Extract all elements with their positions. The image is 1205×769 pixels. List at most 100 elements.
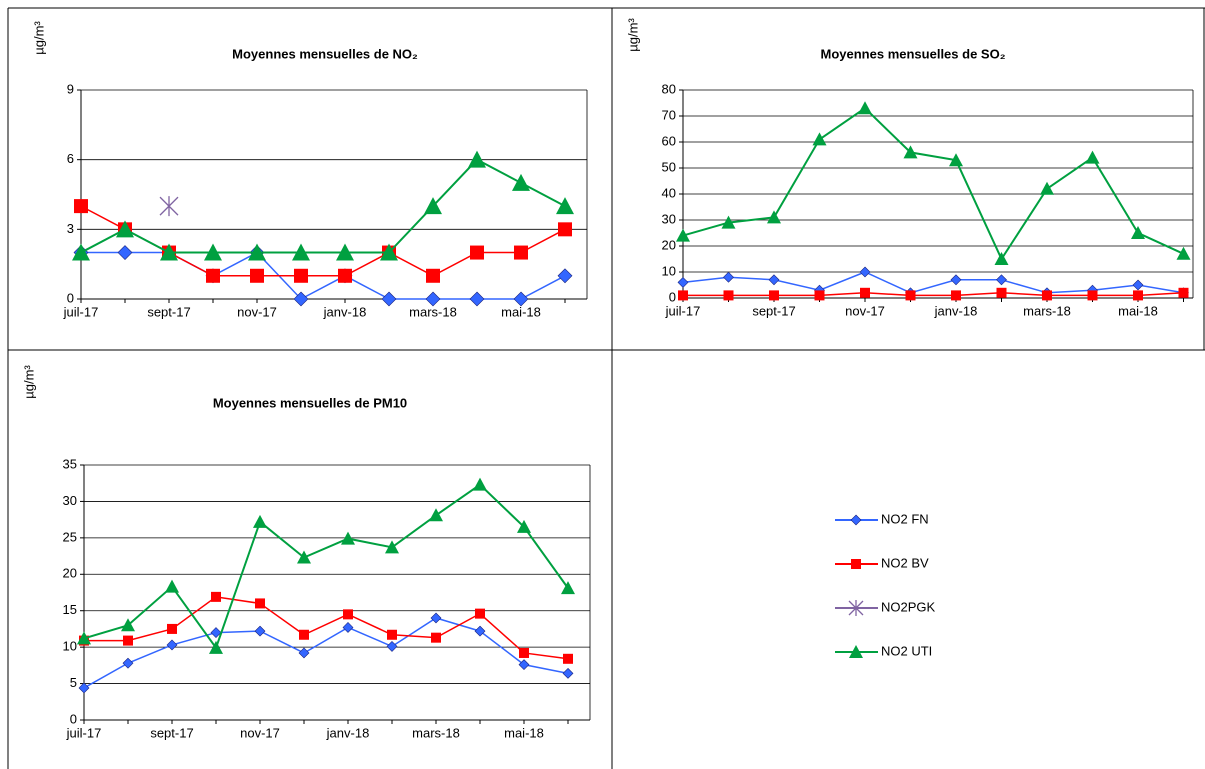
data-point (74, 199, 88, 214)
x-tick-label: janv-18 (326, 725, 370, 740)
data-point (341, 531, 355, 545)
data-point (343, 609, 353, 620)
data-point (430, 612, 442, 624)
data-point (206, 268, 220, 283)
data-point (812, 132, 827, 146)
legend-label: NO2 FN (881, 511, 929, 526)
y-tick-label: 70 (662, 107, 676, 122)
x-tick-label: mars-18 (409, 304, 457, 319)
data-point (994, 252, 1009, 265)
series-line (83, 617, 569, 689)
series-line (682, 106, 1184, 262)
data-point (513, 291, 529, 307)
y-tick-label: 20 (662, 237, 676, 252)
x-tick-label: nov-17 (845, 303, 885, 318)
data-point (250, 268, 264, 283)
data-point (424, 197, 442, 215)
data-point (78, 682, 90, 694)
data-point (297, 550, 311, 564)
x-tick-label: juil-17 (665, 303, 701, 318)
data-point (425, 291, 441, 307)
data-point (160, 243, 178, 261)
data-point (248, 243, 266, 261)
data-point (814, 290, 825, 301)
legend-label: NO2 BV (881, 555, 929, 570)
data-point (514, 245, 528, 260)
y-tick-label: 25 (63, 529, 77, 544)
data-point (122, 657, 134, 669)
data-point (253, 514, 267, 528)
data-point (768, 274, 780, 286)
y-axis-label: µg/m³ (31, 21, 46, 55)
data-point (676, 228, 690, 242)
chart-title: Moyennes mensuelles de NO₂ (232, 46, 418, 61)
y-tick-label: 20 (63, 566, 77, 581)
x-tick-label: juil-17 (63, 304, 99, 319)
data-point (859, 266, 871, 278)
x-tick-label: mai-18 (504, 725, 544, 740)
data-point (1133, 290, 1143, 301)
data-point (336, 243, 354, 261)
legend-marker (849, 645, 863, 658)
data-point (255, 598, 265, 609)
data-point (294, 268, 308, 283)
data-point (677, 276, 689, 288)
data-point (949, 153, 963, 167)
data-point (431, 632, 441, 643)
legend-marker (848, 600, 864, 616)
data-point (470, 245, 484, 260)
data-point (380, 243, 398, 261)
series-line (683, 292, 1184, 297)
data-point (721, 215, 736, 229)
data-point (950, 274, 962, 286)
data-point (512, 173, 530, 191)
data-point (116, 220, 134, 238)
data-point (204, 243, 222, 261)
y-tick-label: 10 (662, 263, 676, 278)
data-point (474, 625, 486, 637)
data-point (165, 579, 179, 593)
data-point (678, 290, 688, 301)
data-point (1176, 246, 1191, 260)
y-tick-label: 50 (662, 159, 676, 174)
series-line (83, 483, 569, 651)
x-tick-label: janv-18 (323, 304, 367, 319)
data-point (723, 290, 734, 301)
x-tick-label: nov-17 (240, 725, 280, 740)
data-point (211, 591, 221, 602)
data-point (996, 274, 1007, 286)
data-point (556, 197, 574, 215)
y-tick-label: 80 (662, 81, 676, 96)
data-point (518, 659, 530, 671)
data-point (1085, 150, 1100, 164)
data-point (166, 639, 178, 651)
data-point (860, 287, 870, 298)
data-point (210, 627, 222, 638)
data-point (517, 519, 531, 533)
data-point (121, 618, 135, 632)
data-point (563, 653, 573, 664)
data-point (475, 608, 485, 619)
y-axis-label: µg/m³ (625, 18, 640, 52)
data-point (723, 271, 734, 283)
data-point (469, 291, 485, 307)
data-point (1040, 181, 1054, 195)
data-point (468, 150, 486, 168)
data-point (386, 640, 398, 652)
y-tick-label: 9 (67, 81, 74, 96)
data-point (769, 290, 779, 301)
chart-title: Moyennes mensuelles de PM10 (213, 395, 407, 410)
y-tick-label: 60 (662, 133, 676, 148)
data-point (167, 623, 177, 634)
data-point (767, 210, 781, 224)
y-tick-label: 0 (669, 289, 676, 304)
data-point (903, 145, 918, 159)
y-tick-label: 5 (70, 675, 77, 690)
data-point (905, 290, 916, 301)
x-tick-label: sept-17 (752, 303, 795, 318)
data-point (298, 647, 310, 659)
data-point (385, 540, 399, 554)
x-tick-label: janv-18 (934, 303, 978, 318)
x-tick-label: mars-18 (412, 725, 460, 740)
y-tick-label: 15 (63, 602, 77, 617)
